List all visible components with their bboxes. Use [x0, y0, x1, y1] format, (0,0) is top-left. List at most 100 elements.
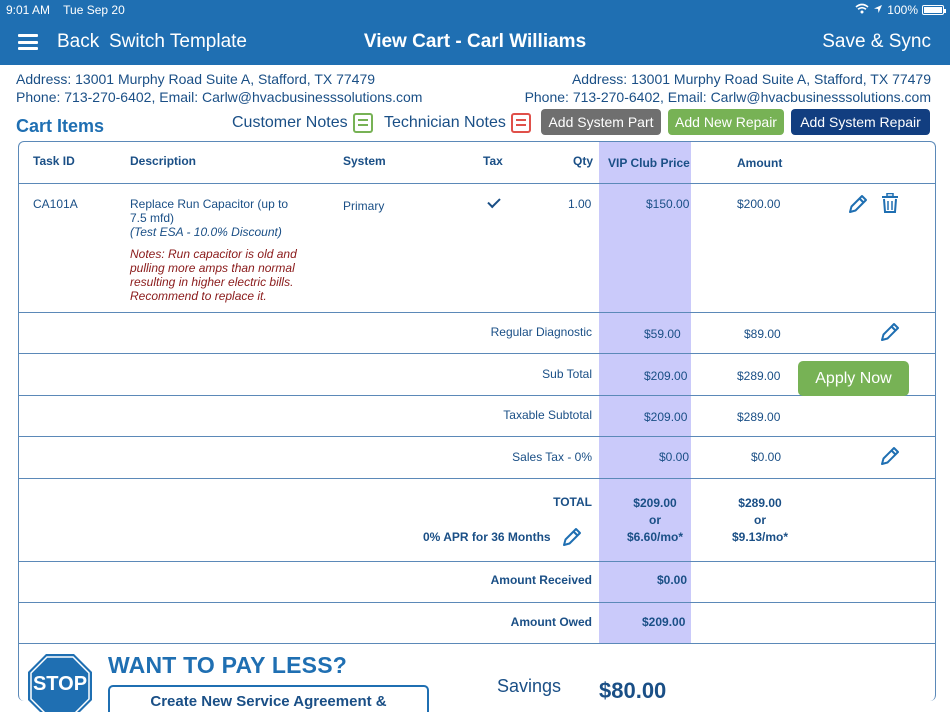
divider: [19, 353, 935, 354]
item-amount: $200.00: [737, 197, 781, 211]
add-system-repair-button[interactable]: Add System Repair: [791, 109, 930, 135]
header-amount: Amount: [737, 156, 783, 170]
savings-label: Savings: [497, 676, 562, 696]
item-description: Replace Run Capacitor (up to 7.5 mfd) (T…: [130, 197, 297, 303]
amount-received-vip: $0.00: [657, 573, 688, 587]
edit-pencil-icon[interactable]: [561, 526, 583, 548]
total-amount-value: $289.00: [738, 496, 782, 510]
header-tax: Tax: [483, 154, 503, 168]
location-icon: [873, 3, 883, 17]
contact-line: Phone: 713-270-6402, Email: Carlw@hvacbu…: [16, 89, 423, 105]
note-line: resulting in higher electric bills.: [130, 275, 294, 289]
cart-items-title: Cart Items: [16, 116, 105, 136]
amount-owed-vip: $209.00: [642, 615, 686, 629]
subtotal-label: Sub Total: [542, 367, 592, 381]
taxable-amount: $289.00: [737, 410, 781, 424]
item-qty: 1.00: [568, 197, 592, 211]
note-line: pulling more amps than normal: [130, 261, 295, 275]
amount-owed-label: Amount Owed: [510, 615, 592, 629]
create-service-agreement-button[interactable]: Create New Service Agreement & Recalcula…: [108, 685, 429, 712]
total-label: TOTAL: [553, 495, 592, 509]
apply-now-button[interactable]: Apply Now: [798, 361, 909, 396]
note-icon: [510, 113, 531, 133]
desc-line: 7.5 mfd): [130, 211, 175, 225]
item-vip-price: $150.00: [646, 197, 690, 211]
address-line: Address: 13001 Murphy Road Suite A, Staf…: [571, 71, 931, 87]
divider: [19, 561, 935, 562]
subtotal-amount: $289.00: [737, 369, 781, 383]
back-button[interactable]: Back: [57, 31, 100, 52]
divider: [19, 395, 935, 396]
divider: [19, 643, 935, 644]
desc-line: Replace Run Capacitor (up to: [130, 197, 289, 211]
edit-pencil-icon[interactable]: [879, 321, 901, 343]
savings-value: $80.00: [599, 678, 667, 703]
item-notes: Notes: Run capacitor is old and pulling …: [130, 247, 297, 303]
divider: [19, 183, 935, 184]
amount-received-label: Amount Received: [490, 573, 592, 587]
nav-bar: Back Switch Template View Cart - Carl Wi…: [0, 22, 950, 62]
customer-notes-link[interactable]: Customer Notes: [232, 113, 373, 133]
edit-pencil-icon[interactable]: [879, 445, 901, 467]
trash-icon[interactable]: [881, 193, 899, 213]
menu-icon[interactable]: [18, 34, 38, 50]
status-time: 9:01 AM: [6, 3, 51, 17]
divider: [19, 312, 935, 313]
item-discount: (Test ESA - 10.0% Discount): [130, 225, 282, 239]
item-task-id: CA101A: [33, 197, 78, 211]
header-vip-price: VIP Club Price: [608, 156, 690, 170]
status-bar-left: 9:01 AM Tue Sep 20: [6, 3, 135, 17]
total-vip-value: $209.00: [633, 496, 677, 510]
checkmark-icon: [487, 194, 501, 209]
edit-pencil-icon[interactable]: [847, 193, 869, 215]
switch-template-button[interactable]: Switch Template: [109, 31, 247, 52]
total-amount-monthly: $9.13/mo*: [731, 530, 789, 544]
want-to-pay-less-heading: WANT TO PAY LESS?: [108, 652, 347, 678]
note-icon: [352, 113, 373, 133]
header-qty: Qty: [573, 154, 594, 168]
stop-sign-text: STOP: [32, 673, 88, 695]
diagnostic-vip: $59.00: [644, 327, 681, 341]
sales-tax-amount: $0.00: [751, 450, 782, 464]
diagnostic-label: Regular Diagnostic: [490, 325, 592, 339]
note-line: Recommend to replace it.: [130, 289, 267, 303]
address-line: Address: 13001 Murphy Road Suite A, Staf…: [16, 71, 376, 87]
battery-percent: 100%: [887, 3, 918, 17]
header-system: System: [343, 154, 386, 168]
cart-table: Task ID Description System Tax Qty VIP C…: [18, 141, 936, 701]
divider: [19, 478, 935, 479]
add-new-repair-button[interactable]: Add New Repair: [668, 109, 784, 135]
company-address-right: Address: 13001 Murphy Road Suite A, Staf…: [525, 70, 931, 106]
save-sync-button[interactable]: Save & Sync: [822, 31, 931, 52]
status-bar-right: 100%: [855, 3, 946, 17]
sales-tax-label: Sales Tax - 0%: [512, 450, 592, 464]
divider: [19, 602, 935, 603]
technician-notes-link[interactable]: Technician Notes: [384, 113, 531, 133]
technician-notes-label: Technician Notes: [384, 114, 506, 131]
stop-sign-icon: [28, 654, 92, 712]
contact-line: Phone: 713-270-6402, Email: Carlw@hvacbu…: [524, 89, 931, 105]
apr-link[interactable]: 0% APR for 36 Months: [423, 526, 583, 548]
total-amount-or: or: [754, 513, 766, 527]
subtotal-vip: $209.00: [644, 369, 688, 383]
add-system-part-button[interactable]: Add System Part: [541, 109, 661, 135]
apr-label: 0% APR for 36 Months: [423, 530, 551, 544]
wifi-icon: [855, 3, 869, 17]
taxable-label: Taxable Subtotal: [503, 408, 592, 422]
note-line: Notes: Run capacitor is old and: [130, 247, 297, 261]
total-vip-monthly: $6.60/mo*: [626, 530, 684, 544]
diagnostic-amount: $89.00: [744, 327, 781, 341]
header-description: Description: [130, 154, 197, 168]
divider: [19, 436, 935, 437]
sales-tax-vip: $0.00: [659, 450, 690, 464]
header-task-id: Task ID: [33, 154, 75, 168]
top-bar: 9:01 AM Tue Sep 20 100% Back Switch Temp…: [0, 0, 950, 65]
total-vip: $209.00 or $6.60/mo*: [619, 495, 691, 546]
total-vip-or: or: [649, 513, 661, 527]
battery-icon: [922, 5, 946, 15]
total-amount: $289.00 or $9.13/mo*: [719, 495, 801, 546]
customer-notes-label: Customer Notes: [232, 114, 348, 131]
status-date: Tue Sep 20: [63, 3, 125, 17]
item-system: Primary: [343, 199, 385, 213]
vip-price-column-highlight: [599, 142, 691, 643]
